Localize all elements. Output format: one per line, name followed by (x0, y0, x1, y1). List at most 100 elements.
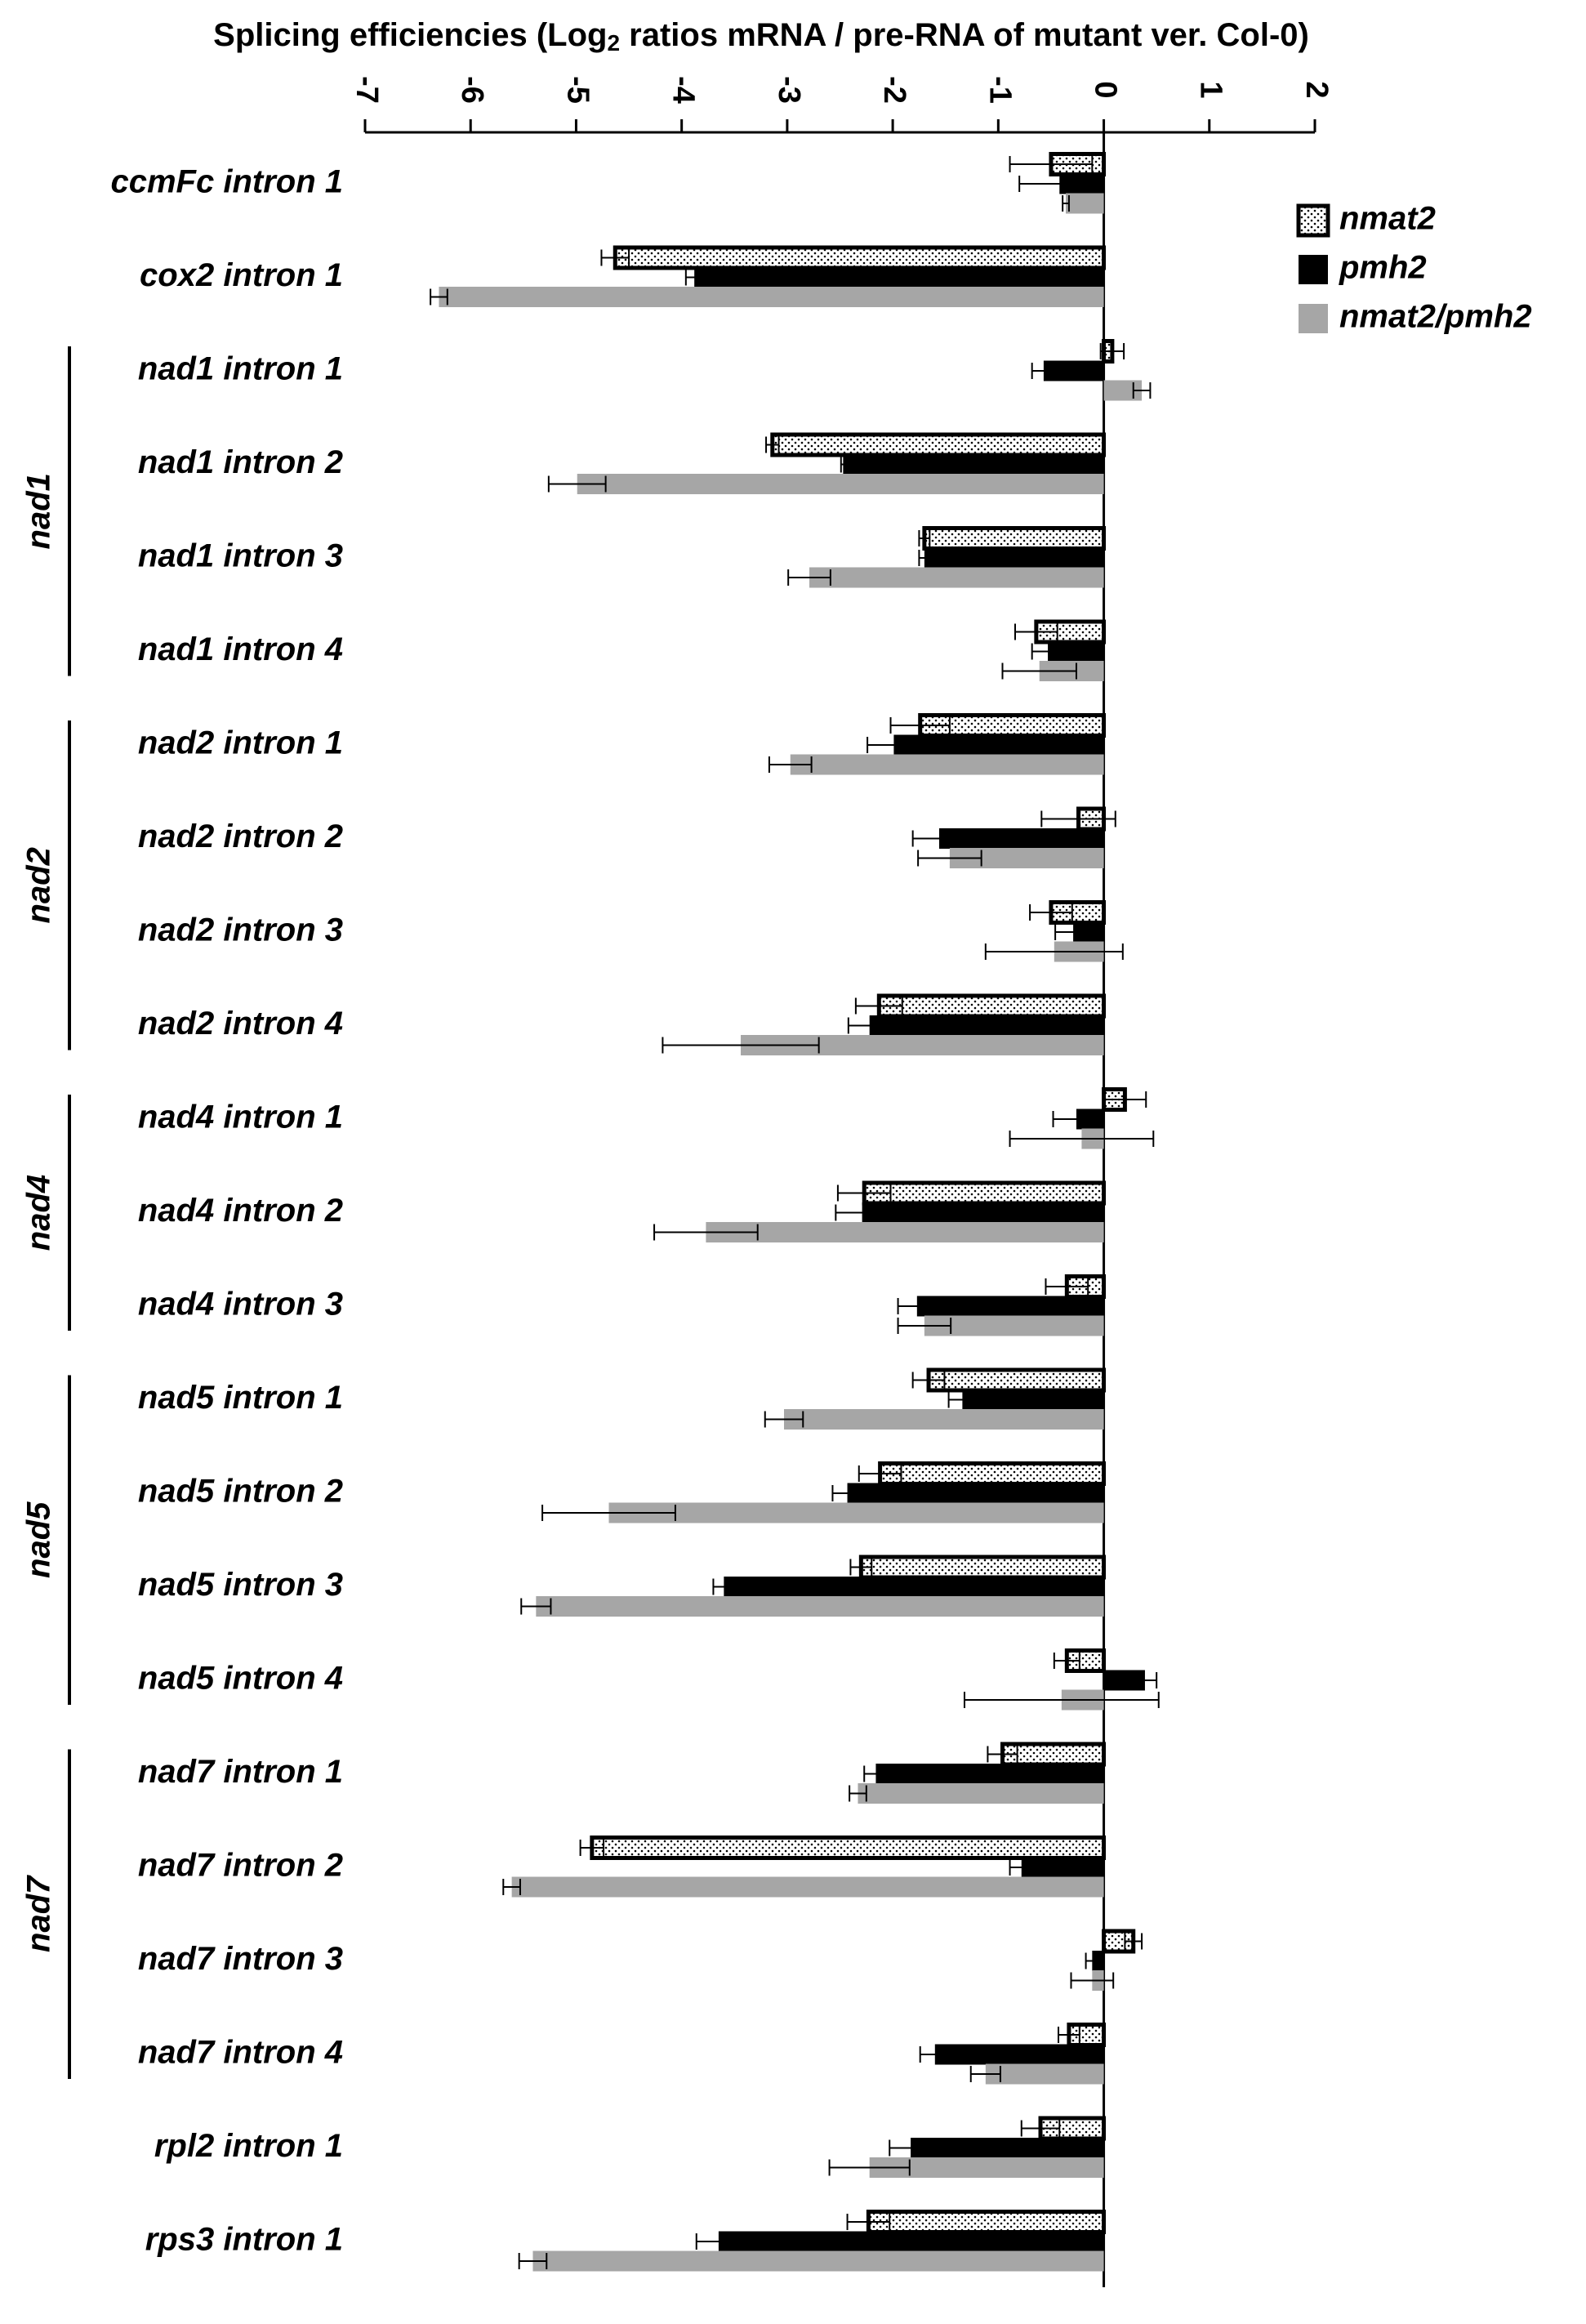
y-tick-label: rps3 intron 1 (145, 2222, 343, 2258)
bar (706, 1222, 1104, 1242)
y-tick-label: nad4 intron 3 (138, 1287, 343, 1323)
y-tick-label: nad2 intron 3 (138, 912, 343, 948)
y-tick-label: nad2 intron 1 (138, 725, 343, 761)
error-bar (847, 1017, 892, 1034)
y-tick-label: nad5 intron 1 (138, 1380, 343, 1416)
bar (511, 1876, 1104, 1898)
bar (893, 734, 1104, 756)
x-tick-label: -5 (560, 76, 595, 104)
error-bar (867, 737, 921, 753)
bar (911, 2138, 1104, 2158)
error-bar (579, 1840, 605, 1856)
bar (718, 2231, 1104, 2252)
error-bar (919, 2046, 951, 2063)
y-tick-label: nad5 intron 2 (138, 1474, 343, 1510)
bar (876, 993, 1107, 1019)
error-bar (1057, 2027, 1080, 2043)
error-bar (1103, 1091, 1147, 1108)
error-bar (911, 830, 967, 847)
error-bar (918, 550, 931, 566)
x-tick-label: -3 (772, 76, 806, 104)
bar (1066, 193, 1104, 214)
y-tick-label: nad7 intron 3 (138, 1941, 343, 1977)
bar (924, 547, 1104, 569)
error-bar (1045, 1278, 1089, 1295)
bar (770, 432, 1107, 457)
error-bar (1085, 1952, 1100, 1969)
x-tick-label: 1 (1194, 81, 1228, 98)
y-tick-label: nad5 intron 3 (138, 1567, 343, 1603)
bar (694, 267, 1104, 288)
y-tick-label: nad2 intron 2 (138, 819, 343, 854)
bar (985, 2063, 1104, 2085)
error-bar (765, 436, 780, 453)
bar (922, 526, 1107, 551)
y-tick-label: nad4 intron 2 (138, 1193, 343, 1229)
bar (938, 828, 1104, 849)
error-bar (653, 1224, 759, 1241)
legend-label: pmh2 (1339, 250, 1427, 286)
bar (926, 1367, 1107, 1393)
bar (536, 1596, 1104, 1617)
x-tick-label: -4 (666, 76, 701, 104)
x-tick-label: -1 (982, 76, 1017, 104)
error-bar (541, 1505, 676, 1521)
bar (924, 1315, 1104, 1336)
bar (532, 2250, 1104, 2272)
x-tick-label: 0 (1089, 81, 1123, 98)
error-bar (897, 1298, 938, 1314)
error-bar (1052, 1111, 1101, 1127)
error-bar (1070, 1972, 1115, 1989)
error-bar (963, 1692, 1160, 1708)
legend-label: nmat2/pmh2 (1339, 299, 1532, 335)
error-bar (1124, 1933, 1143, 1950)
x-tick-label: -2 (877, 76, 911, 104)
bar (613, 245, 1107, 270)
x-tick-label: 2 (1299, 81, 1334, 98)
bar (862, 1180, 1107, 1206)
error-bar (1018, 176, 1101, 192)
group-label: nad5 (21, 1501, 57, 1578)
bar (962, 1389, 1104, 1410)
error-bar (1009, 1859, 1034, 1876)
y-tick-label: nad4 intron 1 (138, 1100, 343, 1135)
error-bar (846, 2214, 891, 2230)
error-bar (889, 717, 951, 734)
bar (916, 1296, 1104, 1317)
x-tick-label: -7 (350, 76, 384, 104)
error-bar (849, 1785, 867, 1802)
error-bar (684, 269, 704, 286)
error-bar (917, 850, 982, 867)
error-bar (1062, 195, 1070, 212)
error-bar (984, 943, 1124, 960)
error-bar (1054, 924, 1093, 940)
error-bar (1029, 904, 1073, 921)
bar (858, 1783, 1104, 1804)
error-bar (1132, 382, 1152, 399)
bar (809, 567, 1104, 588)
bar (869, 1015, 1104, 1036)
bar (862, 1202, 1104, 1223)
error-bar (858, 1465, 902, 1482)
error-bar (1020, 2120, 1061, 2137)
error-bar (1009, 1131, 1155, 1147)
error-bar (1099, 343, 1125, 359)
error-bar (764, 1411, 804, 1428)
x-tick-label: -6 (455, 76, 489, 104)
error-bar (828, 2159, 911, 2176)
bar (934, 2044, 1104, 2065)
bar (878, 1461, 1107, 1486)
error-bar (911, 1372, 946, 1389)
legend-swatch (1299, 304, 1328, 333)
error-bar (840, 456, 846, 473)
bar (590, 1836, 1107, 1860)
error-bar (430, 288, 448, 306)
error-bar (1132, 1672, 1158, 1688)
y-tick-label: nad1 intron 4 (138, 631, 343, 667)
error-bar (547, 475, 607, 493)
y-tick-label: nad7 intron 2 (138, 1848, 343, 1884)
bar (784, 1409, 1104, 1430)
error-bar (1001, 662, 1077, 680)
y-tick-label: nad7 intron 1 (138, 1754, 343, 1790)
bar (439, 287, 1104, 307)
